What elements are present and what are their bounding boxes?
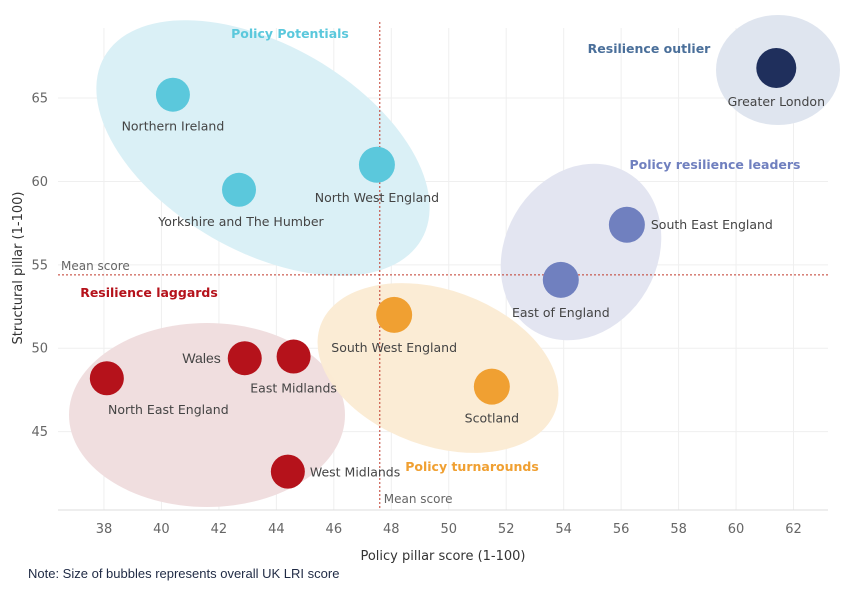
point-label: Wales (182, 350, 220, 366)
footnote: Note: Size of bubbles represents overall… (28, 566, 340, 581)
y-tick-label: 55 (31, 258, 48, 273)
point-label: North West England (315, 190, 439, 205)
point-label: Northern Ireland (122, 119, 225, 134)
group-label: Policy resilience leaders (629, 157, 800, 172)
point-label: Greater London (728, 94, 825, 109)
bubble (542, 261, 579, 298)
bubble (608, 206, 645, 243)
group-ellipse (96, 20, 430, 276)
x-tick-label: 50 (440, 522, 457, 537)
point-label: East of England (512, 305, 610, 320)
point-label: Scotland (465, 411, 519, 426)
group-label: Resilience outlier (588, 41, 712, 56)
group-label: Policy Potentials (231, 26, 349, 41)
point-label: Yorkshire and The Humber (157, 214, 324, 229)
bubble (473, 368, 510, 405)
bubble (155, 77, 190, 112)
bubble (376, 296, 413, 333)
group-ellipse (317, 283, 559, 453)
mean-lines: Mean score Mean score (58, 22, 828, 510)
bubble (270, 454, 305, 489)
x-tick-label: 56 (613, 522, 630, 537)
x-tick-label: 54 (555, 522, 572, 537)
x-tick-label: 62 (785, 522, 802, 537)
x-tick-label: 42 (211, 522, 228, 537)
bubble (756, 48, 797, 89)
y-tick-label: 60 (31, 175, 48, 190)
x-tick-label: 58 (670, 522, 687, 537)
y-tick-label: 45 (31, 425, 48, 440)
bubbles (89, 48, 797, 489)
mean-y-label: Mean score (61, 259, 130, 273)
point-label: South East England (651, 217, 773, 232)
x-tick-label: 40 (153, 522, 170, 537)
mean-x-label: Mean score (384, 492, 453, 506)
axis-ticks: 38 40 42 44 46 48 50 52 54 56 58 60 62 45 50 55 60 65 (31, 92, 801, 537)
point-label: East Midlands (250, 381, 337, 396)
bubble (222, 172, 257, 207)
x-tick-label: 60 (728, 522, 745, 537)
bubble (227, 341, 262, 376)
x-tick-label: 52 (498, 522, 515, 537)
group-ellipses (69, 15, 840, 507)
group-labels: Policy Potentials Resilience outlier Polic… (80, 26, 800, 474)
bubble (276, 339, 311, 374)
x-tick-label: 44 (268, 522, 285, 537)
point-label: South West England (331, 340, 457, 355)
group-label: Resilience laggards (80, 285, 218, 300)
x-tick-label: 38 (96, 522, 113, 537)
y-tick-label: 50 (31, 342, 48, 357)
y-axis-label: Structural pillar (1-100) (11, 192, 26, 345)
x-axis-label: Policy pillar score (1-100) (360, 549, 525, 564)
point-label: West Midlands (310, 465, 400, 480)
point-label: North East England (108, 402, 229, 417)
x-tick-label: 46 (326, 522, 343, 537)
group-label: Policy turnarounds (405, 459, 539, 474)
point-labels: Northern Ireland Yorkshire and The Humber… (108, 94, 825, 480)
x-tick-label: 48 (383, 522, 400, 537)
bubble (89, 361, 124, 396)
y-tick-label: 65 (31, 92, 48, 107)
bubble (358, 146, 395, 183)
